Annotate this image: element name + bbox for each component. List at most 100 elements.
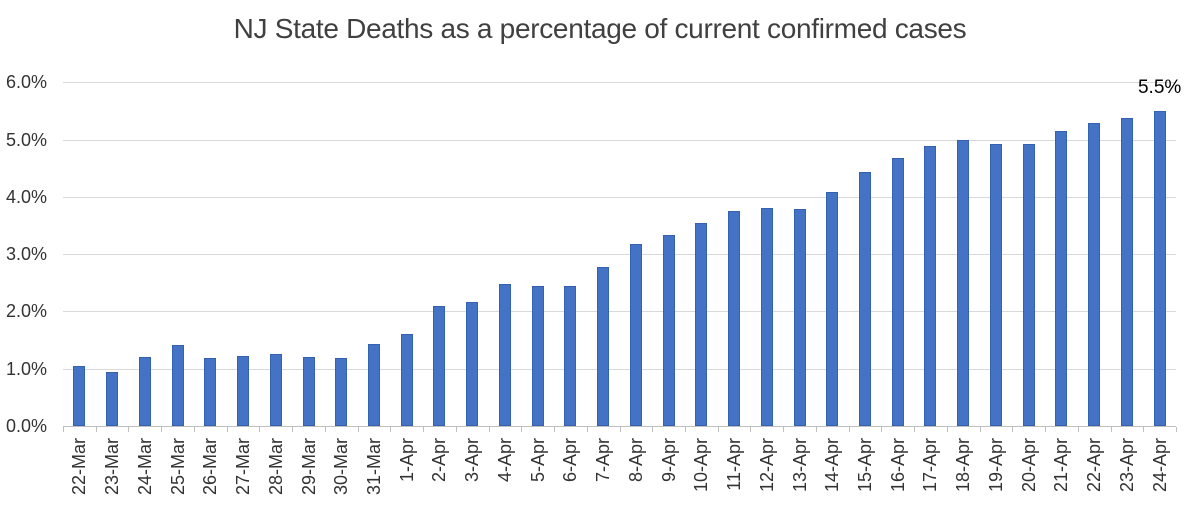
x-axis-label: 9-Apr bbox=[658, 438, 679, 483]
axis-tick bbox=[292, 427, 294, 432]
x-axis-label: 17-Apr bbox=[920, 438, 941, 493]
x-axis-label: 2-Apr bbox=[429, 438, 450, 483]
bar bbox=[728, 211, 741, 426]
gridline bbox=[63, 368, 1176, 370]
axis-tick bbox=[193, 427, 195, 432]
bar bbox=[466, 302, 479, 426]
x-axis-label: 20-Apr bbox=[1018, 438, 1039, 493]
bar-data-label: 5.5% bbox=[1137, 76, 1182, 98]
bar bbox=[564, 286, 577, 426]
axis-tick bbox=[946, 427, 948, 432]
x-axis-label: 12-Apr bbox=[756, 438, 777, 493]
x-axis-label: 13-Apr bbox=[789, 438, 810, 493]
bar bbox=[204, 358, 217, 426]
x-axis-label: 29-Mar bbox=[298, 438, 319, 496]
bar bbox=[531, 286, 544, 426]
x-axis-label: 3-Apr bbox=[462, 438, 483, 483]
bar bbox=[237, 356, 250, 426]
bar bbox=[695, 223, 708, 426]
bar bbox=[891, 158, 904, 426]
axis-tick bbox=[619, 427, 621, 432]
x-axis-label: 21-Apr bbox=[1051, 438, 1072, 493]
bar bbox=[597, 267, 610, 426]
x-axis-label: 11-Apr bbox=[724, 438, 745, 491]
x-axis-label: 28-Mar bbox=[265, 438, 286, 496]
bar bbox=[138, 357, 151, 426]
axis-tick bbox=[1012, 427, 1014, 432]
bar bbox=[335, 357, 348, 426]
gridline bbox=[63, 254, 1176, 256]
axis-tick bbox=[521, 427, 523, 432]
x-axis-label: 24-Apr bbox=[1149, 438, 1170, 493]
axis-tick bbox=[1077, 427, 1079, 432]
x-axis-line bbox=[63, 426, 1176, 427]
bar bbox=[1153, 110, 1166, 426]
bar bbox=[662, 235, 675, 426]
axis-tick bbox=[914, 427, 916, 432]
bar bbox=[1055, 131, 1068, 426]
bar bbox=[1088, 123, 1101, 426]
x-axis-label: 14-Apr bbox=[822, 438, 843, 493]
axis-tick bbox=[652, 427, 654, 432]
gridline bbox=[63, 196, 1176, 198]
gridline bbox=[63, 82, 1176, 84]
y-axis-label: 5.0% bbox=[5, 129, 47, 150]
bar bbox=[859, 171, 871, 426]
bar bbox=[302, 357, 315, 426]
y-axis-label: 3.0% bbox=[5, 244, 47, 265]
axis-tick bbox=[226, 427, 228, 432]
bar bbox=[106, 371, 119, 426]
x-axis-label: 26-Mar bbox=[200, 438, 221, 496]
axis-tick bbox=[128, 427, 130, 432]
bar bbox=[1022, 143, 1035, 426]
x-axis-label: 22-Mar bbox=[69, 438, 90, 496]
x-axis-label: 7-Apr bbox=[593, 438, 614, 483]
axis-tick bbox=[1110, 427, 1112, 432]
chart-title: NJ State Deaths as a percentage of curre… bbox=[233, 13, 967, 44]
gridline bbox=[63, 139, 1176, 141]
x-axis-label: 19-Apr bbox=[985, 438, 1006, 493]
bar bbox=[924, 145, 937, 426]
x-axis-label: 6-Apr bbox=[560, 438, 581, 483]
y-axis-label: 1.0% bbox=[5, 358, 47, 379]
x-axis-label: 18-Apr bbox=[953, 438, 974, 493]
x-axis-label: 23-Mar bbox=[102, 438, 123, 496]
axis-tick bbox=[1176, 427, 1177, 432]
bar bbox=[433, 305, 446, 426]
bar bbox=[367, 344, 380, 426]
axis-tick bbox=[750, 427, 752, 432]
axis-tick bbox=[881, 427, 883, 432]
x-axis-label: 22-Apr bbox=[1084, 438, 1105, 493]
x-axis-label: 16-Apr bbox=[887, 438, 908, 493]
x-axis-label: 27-Mar bbox=[233, 438, 254, 496]
bar bbox=[989, 143, 1002, 426]
axis-tick bbox=[161, 427, 163, 432]
bar bbox=[400, 334, 413, 426]
bar bbox=[269, 353, 282, 426]
x-axis-label: 8-Apr bbox=[625, 438, 646, 483]
bar bbox=[1120, 118, 1133, 426]
axis-tick bbox=[63, 427, 64, 432]
axis-tick bbox=[324, 427, 326, 432]
axis-tick bbox=[423, 427, 425, 432]
x-axis-label: 30-Mar bbox=[331, 438, 352, 496]
axis-tick bbox=[357, 427, 359, 432]
axis-tick bbox=[259, 427, 261, 432]
axis-tick bbox=[815, 427, 817, 432]
x-axis-label: 31-Mar bbox=[363, 438, 384, 496]
bar bbox=[957, 139, 970, 426]
bar bbox=[73, 366, 86, 426]
bar bbox=[826, 192, 839, 426]
axis-tick bbox=[1143, 427, 1145, 432]
axis-tick bbox=[488, 427, 490, 432]
axis-tick bbox=[586, 427, 588, 432]
bar bbox=[793, 209, 806, 426]
axis-tick bbox=[554, 427, 556, 432]
x-axis-label: 5-Apr bbox=[527, 438, 548, 483]
axis-tick bbox=[95, 427, 97, 432]
bar bbox=[498, 283, 511, 426]
gridline bbox=[63, 311, 1176, 313]
axis-tick bbox=[717, 427, 719, 432]
x-axis-label: 10-Apr bbox=[691, 438, 712, 493]
